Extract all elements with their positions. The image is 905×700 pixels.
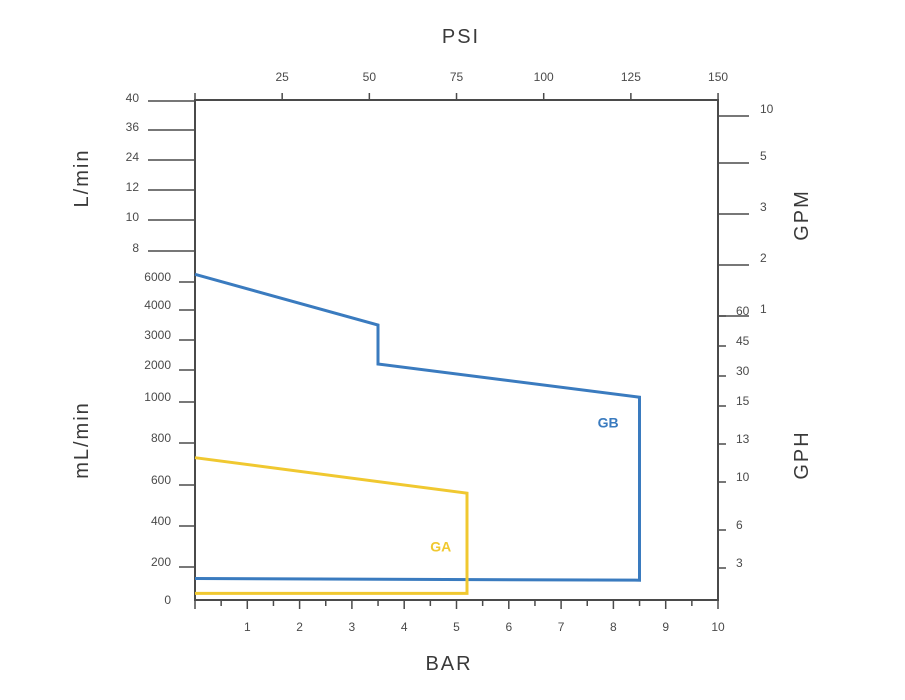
series-label-gb: GB [598, 415, 619, 431]
left-lower-tick-label: 6000 [144, 270, 171, 284]
left-upper-tick-label: 36 [126, 120, 140, 134]
top-tick-label: 75 [450, 70, 464, 84]
left-lower-tick-label: 800 [151, 431, 171, 445]
bottom-tick-label: 4 [401, 620, 408, 634]
top-tick-label: 25 [275, 70, 289, 84]
bottom-tick-label: 6 [505, 620, 512, 634]
top-tick-label: 125 [621, 70, 641, 84]
top-axis-title: PSI [442, 26, 480, 48]
bottom-tick-label: 9 [662, 620, 669, 634]
bottom-tick-label: 7 [558, 620, 565, 634]
right-gpm-tick-label: 2 [760, 251, 767, 265]
top-tick-label: 50 [363, 70, 377, 84]
bottom-tick-label: 1 [244, 620, 251, 634]
left-lower-tick-label: 200 [151, 555, 171, 569]
bottom-tick-label: 10 [711, 620, 725, 634]
right-gph-axis-title: GPH [791, 430, 813, 479]
right-gph-tick-label: 10 [736, 470, 750, 484]
series-group: GB GA [194, 272, 641, 595]
right-gph-tick-label: 15 [736, 394, 750, 408]
left-upper-tick-label: 40 [126, 91, 140, 105]
top-tick-label: 100 [534, 70, 554, 84]
bottom-axis-title: BAR [425, 653, 472, 675]
left-lower-tick-label: 0 [164, 593, 171, 607]
right-gpm-tick-label: 3 [760, 200, 767, 214]
left-lower-tick-label: 600 [151, 473, 171, 487]
left-lower-tick-label: 2000 [144, 358, 171, 372]
series-line-ga [194, 456, 469, 595]
bottom-tick-label: 2 [296, 620, 303, 634]
left-lower-tick-label: 4000 [144, 298, 171, 312]
left-upper-tick-label: 8 [132, 241, 139, 255]
top-tick-label: 150 [708, 70, 728, 84]
right-gph-tick-label: 3 [736, 556, 743, 570]
series-label-ga: GA [430, 539, 451, 555]
series-line-gb [194, 272, 641, 582]
right-gpm-tick-label: 5 [760, 149, 767, 163]
right-gph-tick-label: 13 [736, 432, 750, 446]
right-gpm-tick-label: 1 [760, 302, 767, 316]
right-gph-tick-label: 45 [736, 334, 750, 348]
left-lower-axis-title: mL/min [71, 401, 93, 479]
right-gph-tick-label: 60 [736, 304, 750, 318]
right-gph-tick-label: 30 [736, 364, 750, 378]
right-gpm-tick-label: 10 [760, 102, 774, 116]
bottom-tick-label: 5 [453, 620, 460, 634]
left-upper-tick-label: 12 [126, 180, 140, 194]
bottom-tick-label: 3 [349, 620, 356, 634]
left-lower-tick-label: 400 [151, 514, 171, 528]
left-lower-tick-label: 1000 [144, 390, 171, 404]
left-lower-tick-label: 3000 [144, 328, 171, 342]
left-upper-tick-label: 24 [126, 150, 140, 164]
bottom-tick-label: 8 [610, 620, 617, 634]
left-upper-axis-title: L/min [71, 149, 93, 208]
right-gph-tick-label: 6 [736, 518, 743, 532]
right-gpm-axis-title: GPM [791, 189, 813, 241]
left-upper-tick-label: 10 [126, 210, 140, 224]
